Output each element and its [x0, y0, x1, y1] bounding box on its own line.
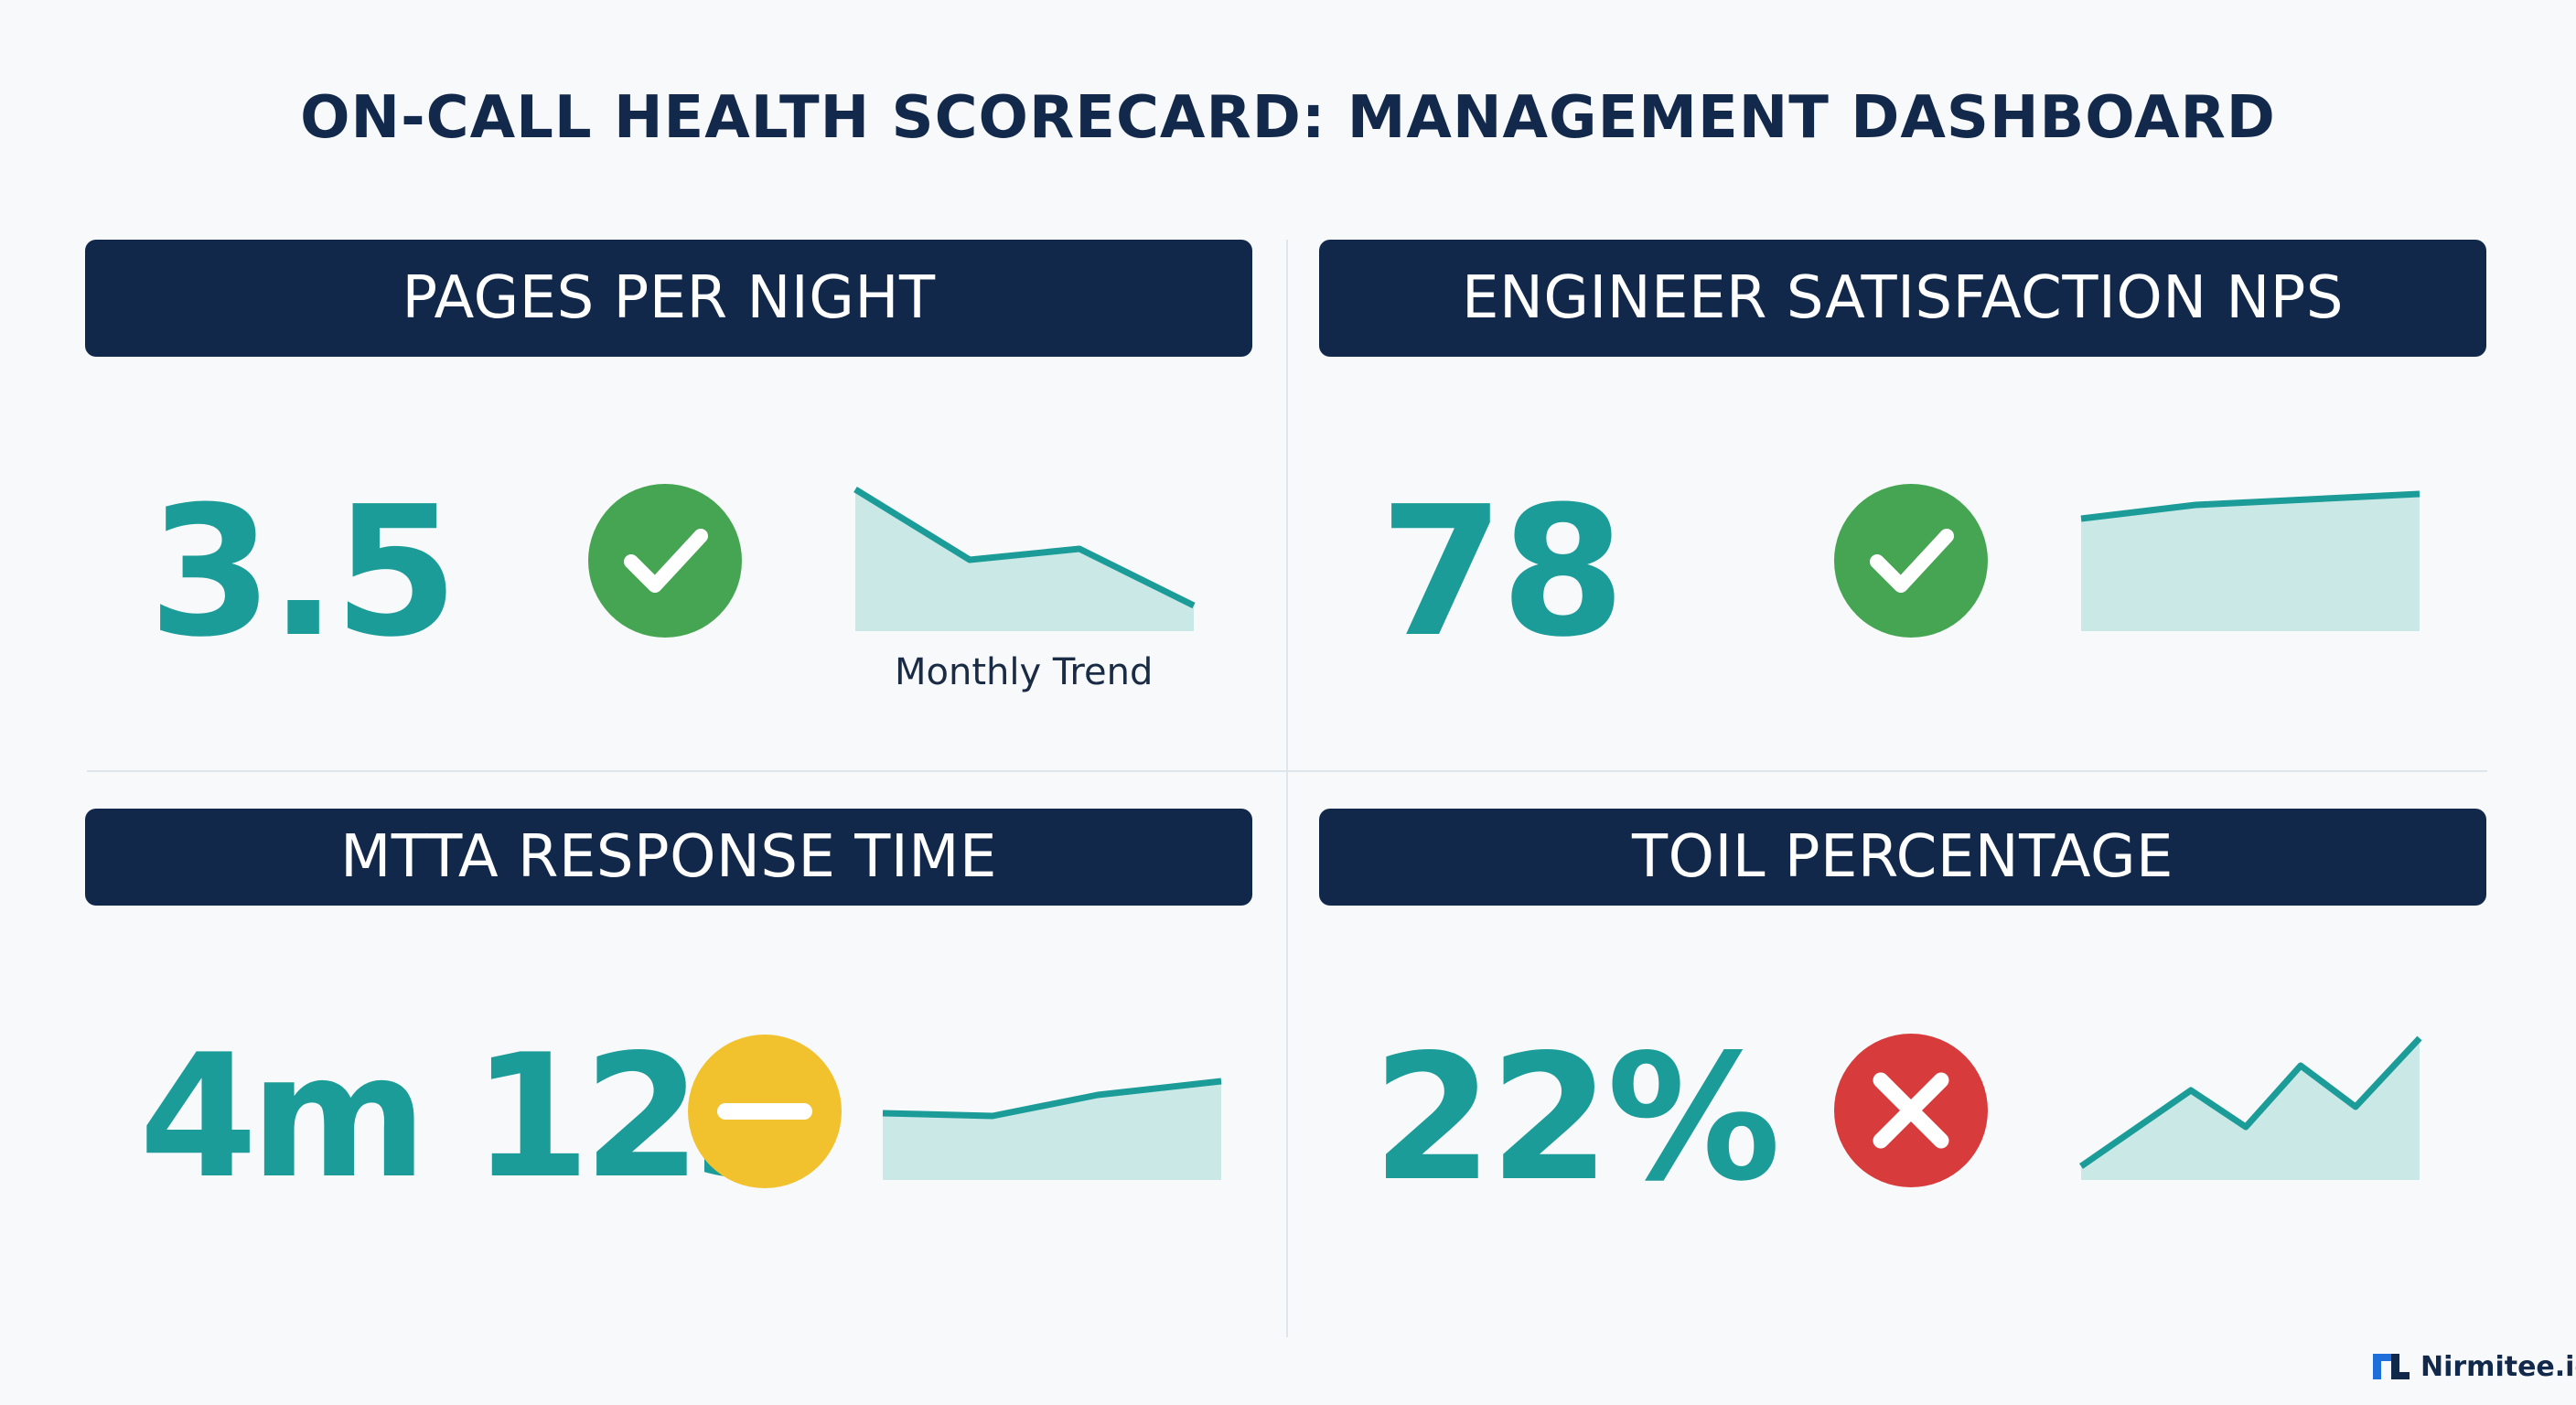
brand-name: Nirmitee.io	[2420, 1350, 2576, 1383]
metric-value: 3.5	[148, 468, 458, 677]
x-icon	[1873, 1072, 1949, 1149]
card-header: ENGINEER SATISFACTION NPS	[1319, 240, 2486, 357]
page-title: ON-CALL HEALTH SCORECARD: MANAGEMENT DAS…	[300, 84, 2276, 152]
minus-icon	[717, 1103, 812, 1120]
vertical-divider	[1286, 240, 1288, 1337]
status-indicator-warn	[688, 1035, 842, 1188]
check-icon	[624, 529, 708, 593]
brand-footer: Nirmitee.io	[2371, 1350, 2576, 1383]
trend-sparkline	[882, 1078, 1222, 1180]
card-title: MTTA RESPONSE TIME	[340, 823, 997, 891]
card-header: MTTA RESPONSE TIME	[85, 809, 1252, 906]
trend-sparkline	[2079, 1035, 2422, 1180]
horizontal-divider	[87, 770, 2487, 772]
card-title: ENGINEER SATISFACTION NPS	[1462, 264, 2344, 332]
metric-value: 4m 12s	[139, 1017, 796, 1216]
status-indicator-ok	[1834, 484, 1988, 638]
status-indicator-bad	[1834, 1034, 1988, 1187]
card-header: PAGES PER NIGHT	[85, 240, 1252, 357]
trend-sparkline	[853, 487, 1196, 631]
metric-value: 78	[1379, 468, 1626, 677]
status-indicator-ok	[588, 484, 742, 638]
trend-label: Monthly Trend	[895, 651, 1154, 693]
card-title: PAGES PER NIGHT	[402, 264, 936, 332]
card-header: TOIL PERCENTAGE	[1319, 809, 2486, 906]
trend-sparkline	[2080, 490, 2420, 631]
metric-value: 22%	[1372, 1017, 1781, 1219]
card-title: TOIL PERCENTAGE	[1632, 823, 2174, 891]
check-icon	[1870, 529, 1954, 593]
nirmitee-logo-icon	[2373, 1354, 2410, 1379]
